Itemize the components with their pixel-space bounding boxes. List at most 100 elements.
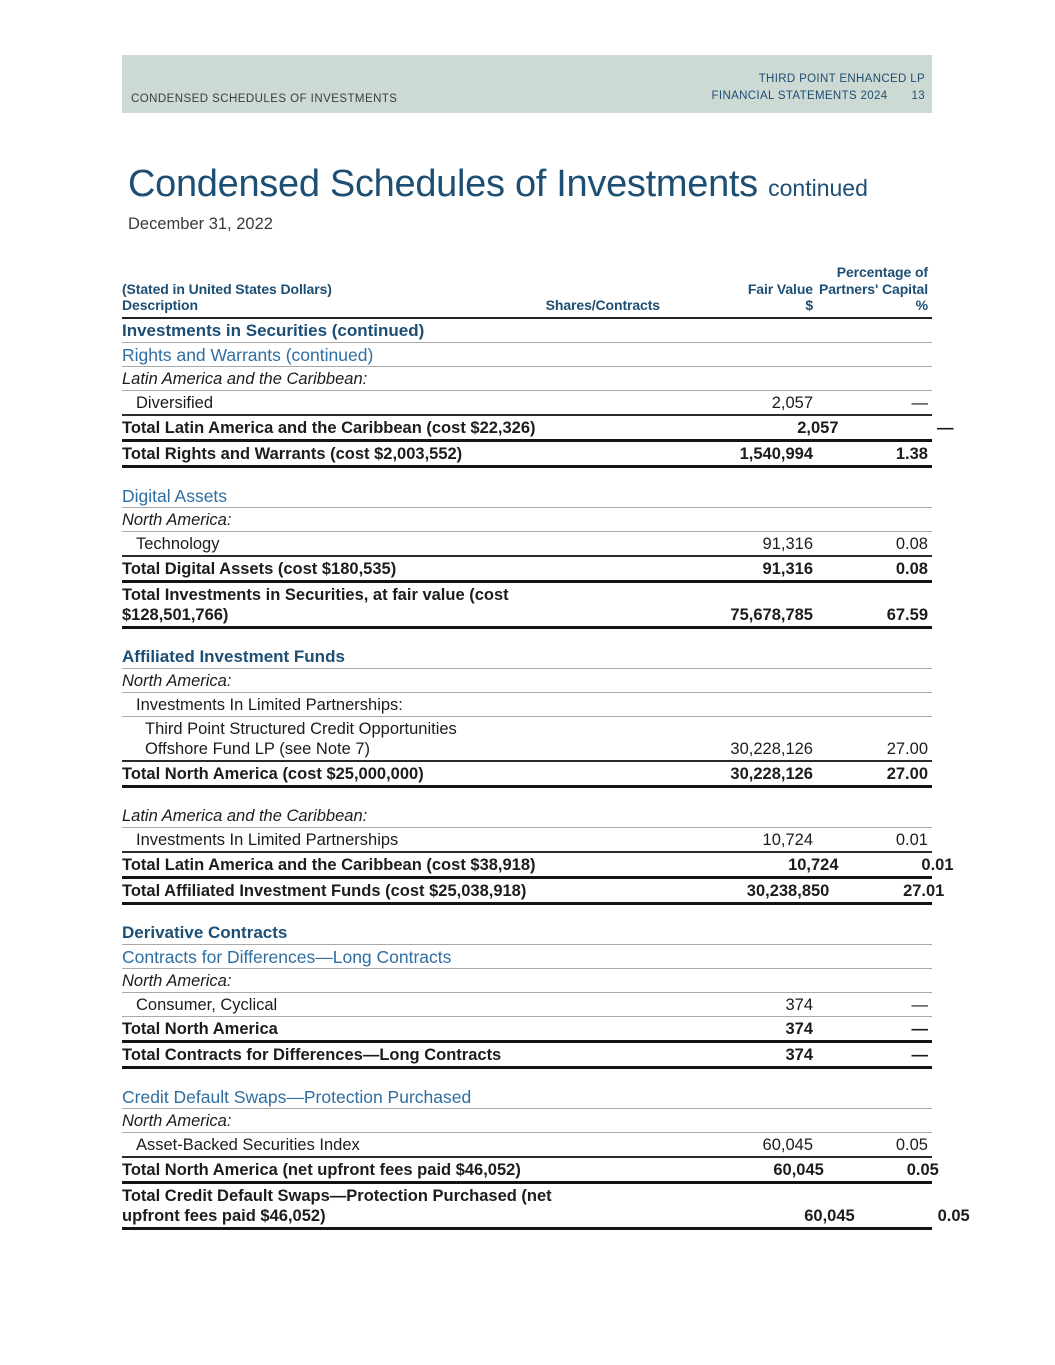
row-label: Investments In Limited Partnerships	[136, 830, 399, 849]
page-title-suffix: continued	[768, 175, 868, 201]
table-row: Total North America 374 —	[122, 1017, 932, 1043]
table-row: Affiliated Investment Funds	[122, 645, 932, 669]
fund-name: THIRD POINT ENHANCED LP	[758, 73, 925, 85]
row-label: North America:	[122, 1111, 232, 1130]
pct-cell: —	[937, 418, 954, 437]
row-label: Diversified	[136, 393, 214, 412]
table-row: Derivative Contracts	[122, 921, 932, 945]
row-label: Total North America (cost $25,000,000)	[122, 764, 424, 783]
table-row: Asset-Backed Securities Index 60,045 0.05	[122, 1133, 932, 1158]
fair-value-cell: 91,316	[762, 559, 813, 578]
fair-value-cell: 60,045	[773, 1160, 824, 1179]
report-name: FINANCIAL STATEMENTS 2024	[711, 90, 888, 102]
table-row: Total Contracts for Differences—Long Con…	[122, 1043, 932, 1069]
row-label: Total Investments in Securities, at fair…	[122, 585, 509, 624]
table-row: Total North America (net upfront fees pa…	[122, 1158, 939, 1184]
table-row: Total Latin America and the Caribbean (c…	[122, 416, 954, 442]
table-body: Investments in Securities (continued) Rig…	[122, 319, 970, 1230]
row-label: Investments in Securities (continued)	[122, 320, 425, 340]
pct-cell: 0.01	[895, 830, 928, 849]
row-label: Credit Default Swaps—Protection Purchase…	[122, 1086, 472, 1107]
table-row: Credit Default Swaps—Protection Purchase…	[122, 1085, 932, 1109]
row-label: Technology	[136, 534, 220, 553]
col-shares-contracts: Shares/Contracts	[545, 297, 660, 313]
pct-cell: 0.05	[937, 1206, 970, 1225]
col-pct-line1: Percentage of	[836, 264, 928, 280]
stated-note: (Stated in United States Dollars)	[122, 280, 332, 297]
pct-cell: 27.00	[886, 764, 928, 783]
row-label: Investments In Limited Partnerships:	[136, 695, 403, 714]
table-row: Technology 91,316 0.08	[122, 532, 932, 557]
table-row: Third Point Structured Credit Opportunit…	[122, 717, 932, 762]
pct-cell: —	[911, 393, 929, 412]
document-page: CONDENSED SCHEDULES OF INVESTMENTS THIRD…	[122, 55, 970, 1230]
row-label: Consumer, Cyclical	[136, 995, 278, 1014]
pct-cell: 27.01	[903, 881, 945, 900]
table-row: Investments In Limited Partnerships:	[122, 693, 932, 717]
table-row: North America:	[122, 669, 932, 693]
fair-value-cell: 60,045	[762, 1135, 813, 1154]
pct-cell: 67.59	[886, 605, 928, 624]
row-label: Total North America	[122, 1019, 278, 1038]
row-label: North America:	[122, 510, 232, 529]
table-row: Total Latin America and the Caribbean (c…	[122, 853, 954, 879]
table-row: Digital Assets	[122, 484, 932, 508]
running-header-left: CONDENSED SCHEDULES OF INVESTMENTS	[131, 93, 398, 105]
pct-cell: —	[911, 1019, 929, 1038]
col-fair-value-unit: $	[805, 297, 813, 313]
table-row: North America:	[122, 1109, 932, 1133]
pct-cell: 0.05	[895, 1135, 928, 1154]
table-row: Rights and Warrants (continued)	[122, 343, 932, 367]
row-label: Total North America (net upfront fees pa…	[122, 1160, 521, 1179]
table-row: Total Credit Default Swaps—Protection Pu…	[122, 1184, 970, 1230]
table-row: Consumer, Cyclical 374 —	[122, 993, 932, 1017]
section-spacer	[122, 468, 932, 484]
row-label: Rights and Warrants (continued)	[122, 344, 374, 365]
fair-value-cell: 60,045	[804, 1206, 855, 1225]
row-label: Total Latin America and the Caribbean (c…	[122, 855, 536, 874]
fair-value-cell: 91,316	[762, 534, 813, 553]
table-row: Total North America (cost $25,000,000) 30…	[122, 762, 932, 788]
section-spacer	[122, 788, 932, 804]
row-label: Affiliated Investment Funds	[122, 646, 345, 666]
fair-value-cell: 30,238,850	[746, 881, 830, 900]
running-header-right: THIRD POINT ENHANCED LP FINANCIAL STATEM…	[712, 71, 925, 105]
fair-value-cell: 1,540,994	[739, 444, 813, 463]
page-number: 13	[911, 90, 925, 102]
pct-cell: 0.01	[921, 855, 954, 874]
section-spacer	[122, 1069, 932, 1085]
fair-value-cell: 2,057	[771, 393, 813, 412]
row-label: Total Rights and Warrants (cost $2,003,5…	[122, 444, 463, 463]
row-label: Total Contracts for Differences—Long Con…	[122, 1045, 502, 1064]
row-label: Contracts for Differences—Long Contracts	[122, 946, 452, 967]
table-row: Total Rights and Warrants (cost $2,003,5…	[122, 442, 932, 468]
row-label: Total Latin America and the Caribbean (c…	[122, 418, 536, 437]
table-row: Investments In Limited Partnerships 10,72…	[122, 828, 932, 853]
row-label: Derivative Contracts	[122, 922, 288, 942]
fair-value-cell: 10,724	[762, 830, 813, 849]
table-row: Latin America and the Caribbean:	[122, 804, 932, 828]
pct-cell: —	[911, 1045, 929, 1064]
table-row: North America:	[122, 508, 932, 532]
row-label: North America:	[122, 971, 232, 990]
table-row: Diversified 2,057 —	[122, 391, 932, 416]
statement-date: December 31, 2022	[128, 215, 273, 233]
fair-value-cell: 2,057	[797, 418, 839, 437]
table-row: Total Affiliated Investment Funds (cost …	[122, 879, 944, 905]
page-title-main: Condensed Schedules of Investments	[128, 163, 758, 205]
col-description: Description	[122, 297, 198, 313]
fair-value-cell: 374	[785, 995, 813, 1014]
table-row: North America:	[122, 969, 932, 993]
investments-table: Percentage of (Stated in United States D…	[122, 264, 970, 1230]
pct-cell: 0.08	[895, 534, 928, 553]
page-header-band: CONDENSED SCHEDULES OF INVESTMENTS THIRD…	[122, 55, 932, 113]
section-spacer	[122, 629, 932, 645]
col-pct-unit: %	[915, 297, 928, 313]
table-row: Contracts for Differences—Long Contracts	[122, 945, 932, 969]
row-label: Total Affiliated Investment Funds (cost …	[122, 881, 527, 900]
row-label: Total Credit Default Swaps—Protection Pu…	[122, 1186, 552, 1225]
fair-value-cell: 30,228,126	[730, 739, 813, 758]
table-header: Percentage of (Stated in United States D…	[122, 264, 932, 319]
pct-cell: 1.38	[895, 444, 928, 463]
row-label: Total Digital Assets (cost $180,535)	[122, 559, 397, 578]
